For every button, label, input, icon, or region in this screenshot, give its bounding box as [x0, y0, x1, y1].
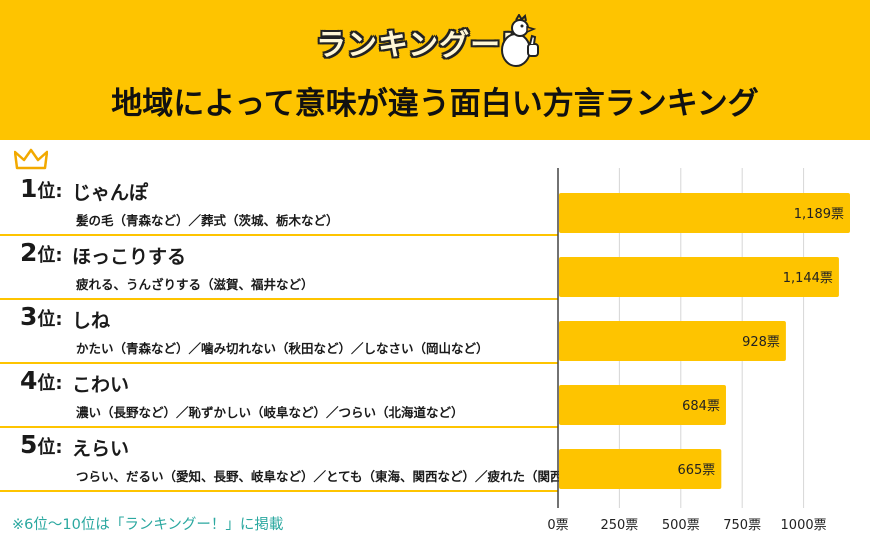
- rank-number-value: 1: [20, 174, 38, 203]
- bar: [559, 321, 786, 361]
- bar: [559, 257, 839, 297]
- dialect-word: えらい: [72, 438, 130, 460]
- ranking-row-3: 3位: しね かたい（青森など）／噛み切れない（秋田など）／しなさい（岡山など）: [0, 300, 558, 364]
- vote-bar-chart: 0票 250票 500票 750票 1000票 1,189票 1,144票 928票 684票 6…: [547, 168, 850, 533]
- row-divider: [0, 362, 558, 364]
- dialect-meaning: 濃い（長野など）／恥ずかしい（岐阜など）／つらい（北海道など）: [76, 405, 464, 420]
- rank-number: 5位:: [20, 430, 63, 459]
- x-tick-label: 1000票: [781, 518, 827, 533]
- logo: ランキングー!: [316, 14, 556, 70]
- logo-text: ランキングー!: [316, 28, 516, 63]
- row-divider: [0, 490, 558, 492]
- bar-value-label: 665票: [677, 463, 715, 478]
- bar: [559, 449, 722, 489]
- row-divider: [0, 298, 558, 300]
- rank-number-value: 3: [20, 302, 38, 331]
- rank-unit: 位:: [37, 245, 63, 266]
- dialect-meaning: 髪の毛（青森など）／葬式（茨城、栃木など）: [76, 213, 339, 228]
- rank-number: 4位:: [20, 366, 63, 395]
- ranking-row-4: 4位: こわい 濃い（長野など）／恥ずかしい（岐阜など）／つらい（北海道など）: [0, 364, 558, 428]
- x-tick-label: 250票: [600, 518, 638, 533]
- rank-number: 1位:: [20, 174, 63, 203]
- ranking-row-1: 1位: じゃんぽ 髪の毛（青森など）／葬式（茨城、栃木など）: [0, 172, 558, 236]
- crown-icon: [14, 148, 48, 170]
- rank-unit: 位:: [37, 309, 63, 330]
- rank-number-value: 4: [20, 366, 38, 395]
- row-divider: [0, 234, 558, 236]
- dialect-word: しね: [72, 310, 111, 332]
- dialect-word: じゃんぽ: [72, 182, 149, 204]
- rank-unit: 位:: [37, 437, 63, 458]
- dialect-word: ほっこりする: [72, 246, 187, 268]
- x-tick-label: 0票: [547, 518, 568, 533]
- bar-value-label: 1,189票: [794, 207, 844, 222]
- rank-unit: 位:: [37, 373, 63, 394]
- bar: [559, 193, 850, 233]
- row-divider: [0, 426, 558, 428]
- dialect-meaning: かたい（青森など）／噛み切れない（秋田など）／しなさい（岡山など）: [76, 341, 489, 356]
- ranking-row-2: 2位: ほっこりする 疲れる、うんざりする（滋賀、福井など）: [0, 236, 558, 300]
- bar-value-label: 928票: [742, 335, 780, 350]
- bird-thumbs-up-icon: [501, 14, 539, 67]
- bar-value-label: 1,144票: [783, 271, 833, 286]
- x-tick-label: 500票: [662, 518, 700, 533]
- header-banner: ランキングー! 地域によって意味が違う面白い方言ランキング: [0, 0, 870, 140]
- rank-number-value: 2: [20, 238, 38, 267]
- rank-number: 3位:: [20, 302, 63, 331]
- page-title: 地域によって意味が違う面白い方言ランキング: [111, 86, 759, 122]
- rank-number-value: 5: [20, 430, 38, 459]
- ranking-row-5: 5位: えらい つらい、だるい（愛知、長野、岐阜など）／とても（東海、関西など）…: [0, 428, 600, 492]
- footnote: ※6位〜10位は「ランキングー！」に掲載: [12, 517, 284, 533]
- bar: [559, 385, 726, 425]
- rank-number: 2位:: [20, 238, 63, 267]
- rank-unit: 位:: [37, 181, 63, 202]
- bar-value-label: 684票: [682, 399, 720, 414]
- dialect-word: こわい: [72, 374, 130, 396]
- dialect-meaning: つらい、だるい（愛知、長野、岐阜など）／とても（東海、関西など）／疲れた（関西な…: [76, 469, 601, 484]
- dialect-meaning: 疲れる、うんざりする（滋賀、福井など）: [76, 277, 314, 292]
- x-tick-label: 750票: [723, 518, 761, 533]
